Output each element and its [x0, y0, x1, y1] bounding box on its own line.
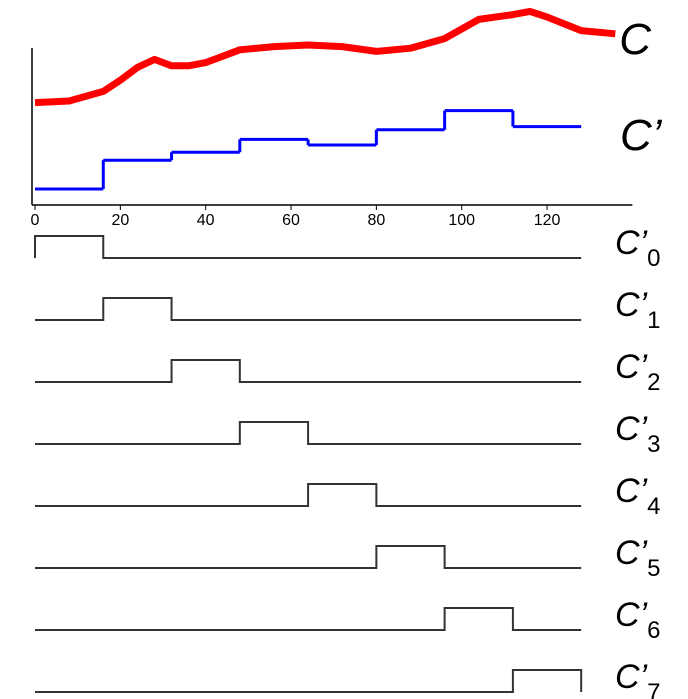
basis-label-sub: 5 — [647, 555, 660, 582]
basis-label-main: C’ — [615, 596, 648, 634]
basis-label-sub: 1 — [647, 307, 660, 334]
basis-label-main: C’ — [615, 224, 648, 262]
basis-pulse — [35, 545, 582, 569]
x-tick-label: 60 — [282, 212, 300, 229]
basis-label: C’4 — [615, 472, 660, 520]
x-tick-label: 100 — [448, 212, 475, 229]
basis-label-sub: 3 — [647, 431, 660, 458]
basis-label: C’5 — [615, 534, 660, 582]
basis-label: C’0 — [615, 224, 660, 272]
basis-pulse — [35, 483, 582, 507]
x-tick-label: 0 — [31, 212, 40, 229]
basis-label-main: C’ — [615, 410, 648, 448]
basis-pulse — [35, 607, 582, 631]
basis-label-sub: 6 — [647, 617, 660, 644]
basis-label: C’2 — [615, 348, 660, 396]
basis-label: C’1 — [615, 286, 660, 334]
basis-label-main: C’ — [615, 658, 648, 696]
legend-label: C — [619, 15, 652, 64]
basis-pulse — [35, 359, 582, 383]
basis-label: C’6 — [615, 596, 660, 644]
x-tick-label: 20 — [111, 212, 129, 229]
basis-label: C’3 — [615, 410, 660, 458]
basis-pulse — [35, 297, 582, 321]
basis-label-sub: 2 — [647, 369, 660, 396]
legend-label: C’ — [620, 111, 663, 160]
basis-label: C’7 — [615, 658, 660, 699]
basis-label-main: C’ — [615, 534, 648, 572]
x-tick-label: 80 — [367, 212, 385, 229]
basis-pulse — [35, 421, 582, 445]
basis-label-sub: 0 — [647, 245, 660, 272]
basis-label-main: C’ — [615, 348, 648, 386]
series-line — [34, 7, 616, 107]
basis-pulse — [35, 669, 583, 693]
x-tick-label: 40 — [197, 212, 215, 229]
basis-label-main: C’ — [615, 286, 648, 324]
basis-label-sub: 7 — [647, 679, 660, 699]
basis-label-sub: 4 — [647, 493, 660, 520]
basis-label-main: C’ — [615, 472, 648, 510]
basis-pulse — [34, 235, 582, 259]
x-tick-label: 120 — [534, 212, 561, 229]
